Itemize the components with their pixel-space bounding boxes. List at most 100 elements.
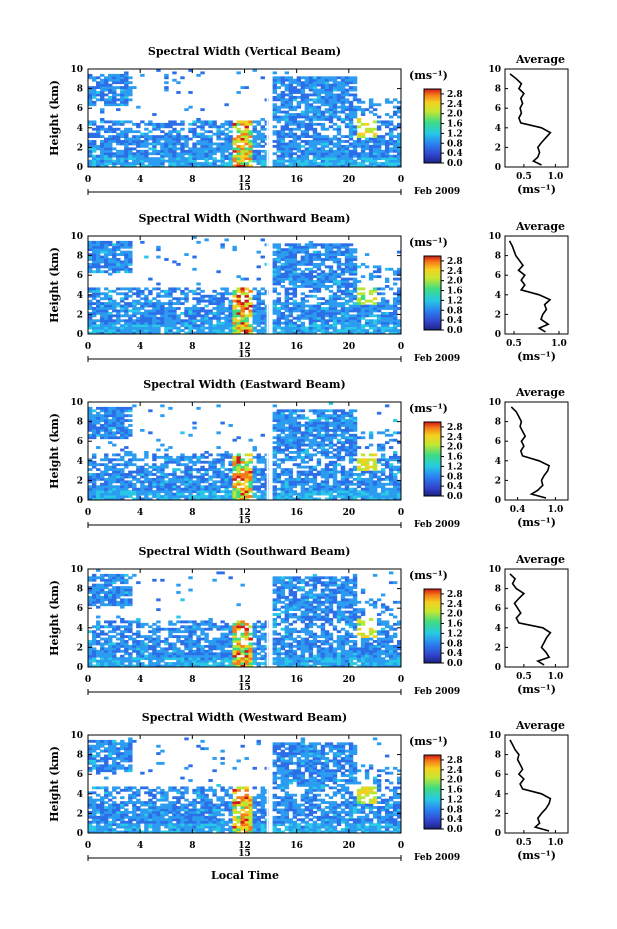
heatmap-cell [312, 164, 318, 168]
heatmap-cell [384, 152, 390, 156]
heatmap-cell [124, 76, 129, 80]
heatmap-cell [292, 118, 298, 121]
heatmap-cell [324, 248, 330, 252]
heatmap-cell [276, 108, 282, 112]
heatmap-cell [100, 144, 105, 148]
heatmap-cell [296, 451, 302, 454]
heatmap-cell [252, 470, 257, 474]
heatmap-cell [280, 490, 286, 494]
heatmap-cell [304, 142, 310, 146]
heatmap-cell [272, 324, 277, 328]
heatmap-cell [164, 319, 169, 323]
heatmap-cell [208, 149, 213, 153]
heatmap-cell [388, 446, 394, 449]
heatmap-cell [156, 492, 161, 496]
heatmap-cell [384, 277, 390, 281]
heatmap-cell [316, 428, 322, 432]
heatmap-cell [356, 304, 362, 308]
heatmap-cell [336, 262, 342, 266]
heatmap-cell [172, 137, 177, 141]
heatmap-cell [108, 319, 113, 323]
heatmap-cell [108, 307, 113, 310]
heatmap-cell [288, 490, 294, 494]
heatmap-cell [288, 497, 294, 501]
heatmap-cell [180, 122, 185, 126]
heatmap-cell [168, 130, 173, 134]
heatmap-cell [396, 497, 402, 501]
heatmap-cell [168, 490, 173, 494]
heatmap-cell [244, 130, 249, 134]
heatmap-cell [208, 453, 213, 457]
heatmap-cell [196, 490, 201, 494]
heatmap-cell [100, 416, 105, 420]
heatmap-cell [100, 475, 105, 479]
heatmap-cell [260, 118, 265, 121]
heatmap-cell [124, 152, 129, 156]
heatmap-cell [128, 250, 133, 254]
heatmap-cell [316, 113, 322, 116]
heatmap-cell [136, 137, 141, 141]
heatmap-cell [96, 331, 101, 335]
heatmap-cell [240, 311, 245, 315]
heatmap-cell [308, 289, 314, 293]
heatmap-cell [248, 477, 253, 481]
heatmap-cell [340, 270, 346, 274]
heatmap-cell [156, 304, 161, 308]
heatmap-cell [384, 326, 390, 330]
heatmap-cell [88, 321, 93, 325]
heatmap-cell [248, 309, 253, 313]
heatmap-cell [304, 443, 310, 447]
heatmap-cell [308, 409, 314, 413]
heatmap-cell [300, 316, 306, 320]
heatmap-cell [108, 95, 113, 99]
heatmap-cell [284, 147, 290, 151]
heatmap-cell [168, 482, 173, 486]
heatmap-cell [320, 326, 326, 330]
heatmap-cell [224, 135, 229, 138]
heatmap-cell [216, 497, 221, 501]
heatmap-cell [344, 91, 350, 94]
heatmap-cell [276, 118, 282, 121]
heatmap-cell [104, 258, 109, 261]
heatmap-cell [136, 477, 141, 481]
heatmap-cell [252, 144, 257, 148]
heatmap-cell [344, 245, 350, 249]
heatmap-cell [236, 297, 241, 301]
heatmap-cell [352, 438, 358, 442]
heatmap-cell [396, 319, 402, 323]
heatmap-cell [100, 108, 105, 112]
heatmap-cell [292, 426, 298, 430]
heatmap-cell [284, 297, 290, 301]
heatmap-cell [340, 419, 346, 422]
heatmap-cell [88, 287, 93, 291]
heatmap-cell [376, 120, 382, 124]
heatmap-cell [344, 260, 350, 264]
heatmap-cell [288, 86, 294, 89]
heatmap-cell [112, 321, 117, 325]
heatmap-cell [156, 140, 161, 143]
heatmap-cell [300, 154, 306, 158]
heatmap-cell [196, 282, 201, 286]
heatmap-cell [336, 282, 342, 286]
heatmap-cell [320, 297, 326, 301]
heatmap-cell [304, 108, 310, 112]
heatmap-cell [332, 319, 338, 323]
heatmap-cell [236, 152, 241, 156]
heatmap-cell [212, 468, 217, 471]
heatmap-cell [140, 135, 145, 138]
heatmap-cell [100, 485, 105, 489]
heatmap-cell [240, 149, 245, 153]
heatmap-cell [216, 132, 221, 136]
heatmap-cell [284, 122, 290, 126]
heatmap-cell [292, 431, 298, 435]
heatmap-cell [384, 329, 390, 332]
heatmap-cell [104, 88, 109, 92]
heatmap-cell [288, 277, 294, 281]
heatmap-cell [112, 86, 117, 89]
heatmap-cell [224, 149, 229, 153]
heatmap-cell [292, 140, 298, 143]
heatmap-cell [160, 475, 165, 479]
heatmap-cell [312, 255, 318, 259]
heatmap-cell [380, 149, 386, 153]
heatmap-cell [292, 326, 298, 330]
